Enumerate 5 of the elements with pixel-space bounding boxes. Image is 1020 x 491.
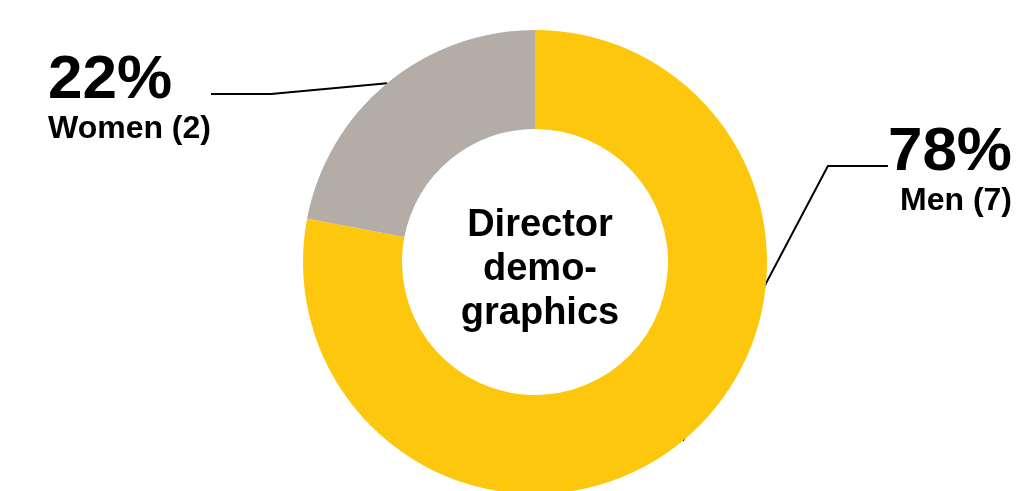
- text: Director demo-graphics: [460, 202, 620, 332]
- data-label: 78%: [887, 113, 1012, 183]
- data-label: 22%: [48, 41, 173, 111]
- slice-label: Women (2): [48, 109, 211, 145]
- slice-label: Men (7): [900, 181, 1012, 217]
